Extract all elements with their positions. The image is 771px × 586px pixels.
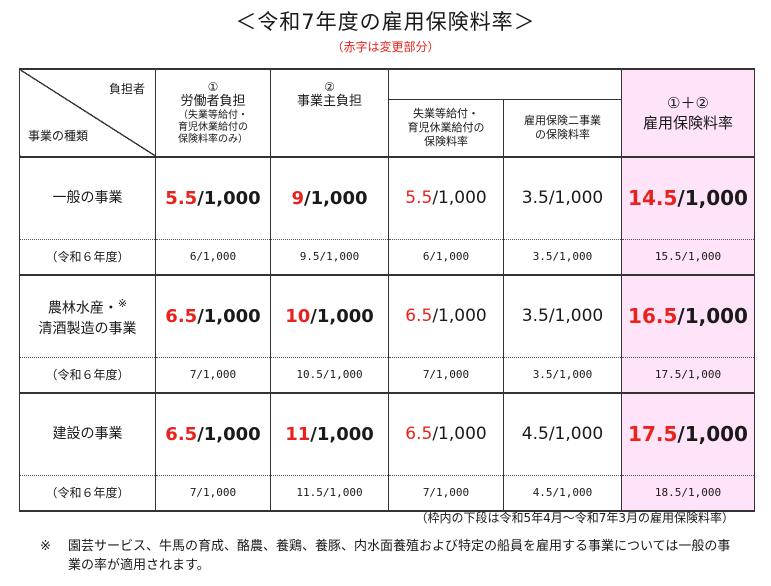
employer-sub2-rate: 3.5/1,000 xyxy=(503,156,622,240)
worker-rate: 6.5/1,000 xyxy=(155,274,271,358)
previous-rate: 9.5/1,000 xyxy=(270,239,389,276)
total-rate: 17.5/1,000 xyxy=(621,392,755,476)
worker-header-cell: ① 労働者負担 （失業等給付・ 育児休業給付の 保険料率のみ） xyxy=(155,68,271,158)
business-type-label: 事業の種類 xyxy=(28,129,89,143)
total-header-cell: ①＋② 雇用保険料率 xyxy=(621,68,755,158)
previous-rate: 4.5/1,000 xyxy=(503,475,622,512)
employer-sub1-header: 失業等給付・ 育児休業給付の 保険料率 xyxy=(388,98,504,158)
previous-rate: 6/1,000 xyxy=(155,239,271,276)
employer-rate: 11/1,000 xyxy=(270,392,389,476)
payer-label: 負担者 xyxy=(108,82,145,96)
total-rate: 16.5/1,000 xyxy=(621,274,755,358)
previous-year-label: （令和６年度） xyxy=(19,475,156,512)
page-subtitle: （赤字は変更部分） xyxy=(331,40,440,54)
previous-total-rate: 18.5/1,000 xyxy=(621,475,755,512)
footnote-mark: ※ xyxy=(40,539,51,554)
total-rate: 14.5/1,000 xyxy=(621,156,755,240)
employer-sub1-rate: 6.5/1,000 xyxy=(388,274,504,358)
employer-sub2-rate: 3.5/1,000 xyxy=(503,274,622,358)
previous-rate: 7/1,000 xyxy=(388,475,504,512)
employer-header-cell: ② 事業主負担 xyxy=(270,68,389,158)
previous-rate: 10.5/1,000 xyxy=(270,357,389,394)
previous-total-rate: 17.5/1,000 xyxy=(621,357,755,394)
previous-rate: 11.5/1,000 xyxy=(270,475,389,512)
period-note: （枠内の下段は令和5年4月～令和7年3月の雇用保険料率） xyxy=(415,511,734,525)
previous-year-label: （令和６年度） xyxy=(19,239,156,276)
employer-rate: 9/1,000 xyxy=(270,156,389,240)
previous-rate: 7/1,000 xyxy=(155,475,271,512)
employer-header-blank xyxy=(388,68,622,99)
page-title: ＜令和7年度の雇用保険料率＞ xyxy=(235,10,536,34)
category-agriculture: 農林水産・※ 清酒製造の事業 xyxy=(19,274,156,358)
previous-rate: 3.5/1,000 xyxy=(503,239,622,276)
previous-rate: 7/1,000 xyxy=(388,357,504,394)
previous-rate: 6/1,000 xyxy=(388,239,504,276)
insurance-rate-table: 負担者 事業の種類 ① 労働者負担 （失業等給付・ 育児休業給付の 保険料率のみ… xyxy=(19,68,755,512)
worker-rate: 5.5/1,000 xyxy=(155,156,271,240)
employer-sub1-rate: 5.5/1,000 xyxy=(388,156,504,240)
worker-rate: 6.5/1,000 xyxy=(155,392,271,476)
category-general: 一般の事業 xyxy=(19,156,156,240)
employer-sub1-rate: 6.5/1,000 xyxy=(388,392,504,476)
employer-sub2-rate: 4.5/1,000 xyxy=(503,392,622,476)
employer-rate: 10/1,000 xyxy=(270,274,389,358)
previous-year-label: （令和６年度） xyxy=(19,357,156,394)
footnote: ※ 園芸サービス、牛馬の育成、酪農、養鶏、養豚、内水面養殖および特定の船員を雇用… xyxy=(40,537,740,575)
previous-rate: 3.5/1,000 xyxy=(503,357,622,394)
employer-sub2-header: 雇用保険二事業 の保険料率 xyxy=(503,98,622,158)
corner-header-cell: 負担者 事業の種類 xyxy=(19,68,156,158)
previous-rate: 7/1,000 xyxy=(155,357,271,394)
footnote-text: 園芸サービス、牛馬の育成、酪農、養鶏、養豚、内水面養殖および特定の船員を雇用する… xyxy=(68,539,731,573)
previous-total-rate: 15.5/1,000 xyxy=(621,239,755,276)
category-construction: 建設の事業 xyxy=(19,392,156,476)
